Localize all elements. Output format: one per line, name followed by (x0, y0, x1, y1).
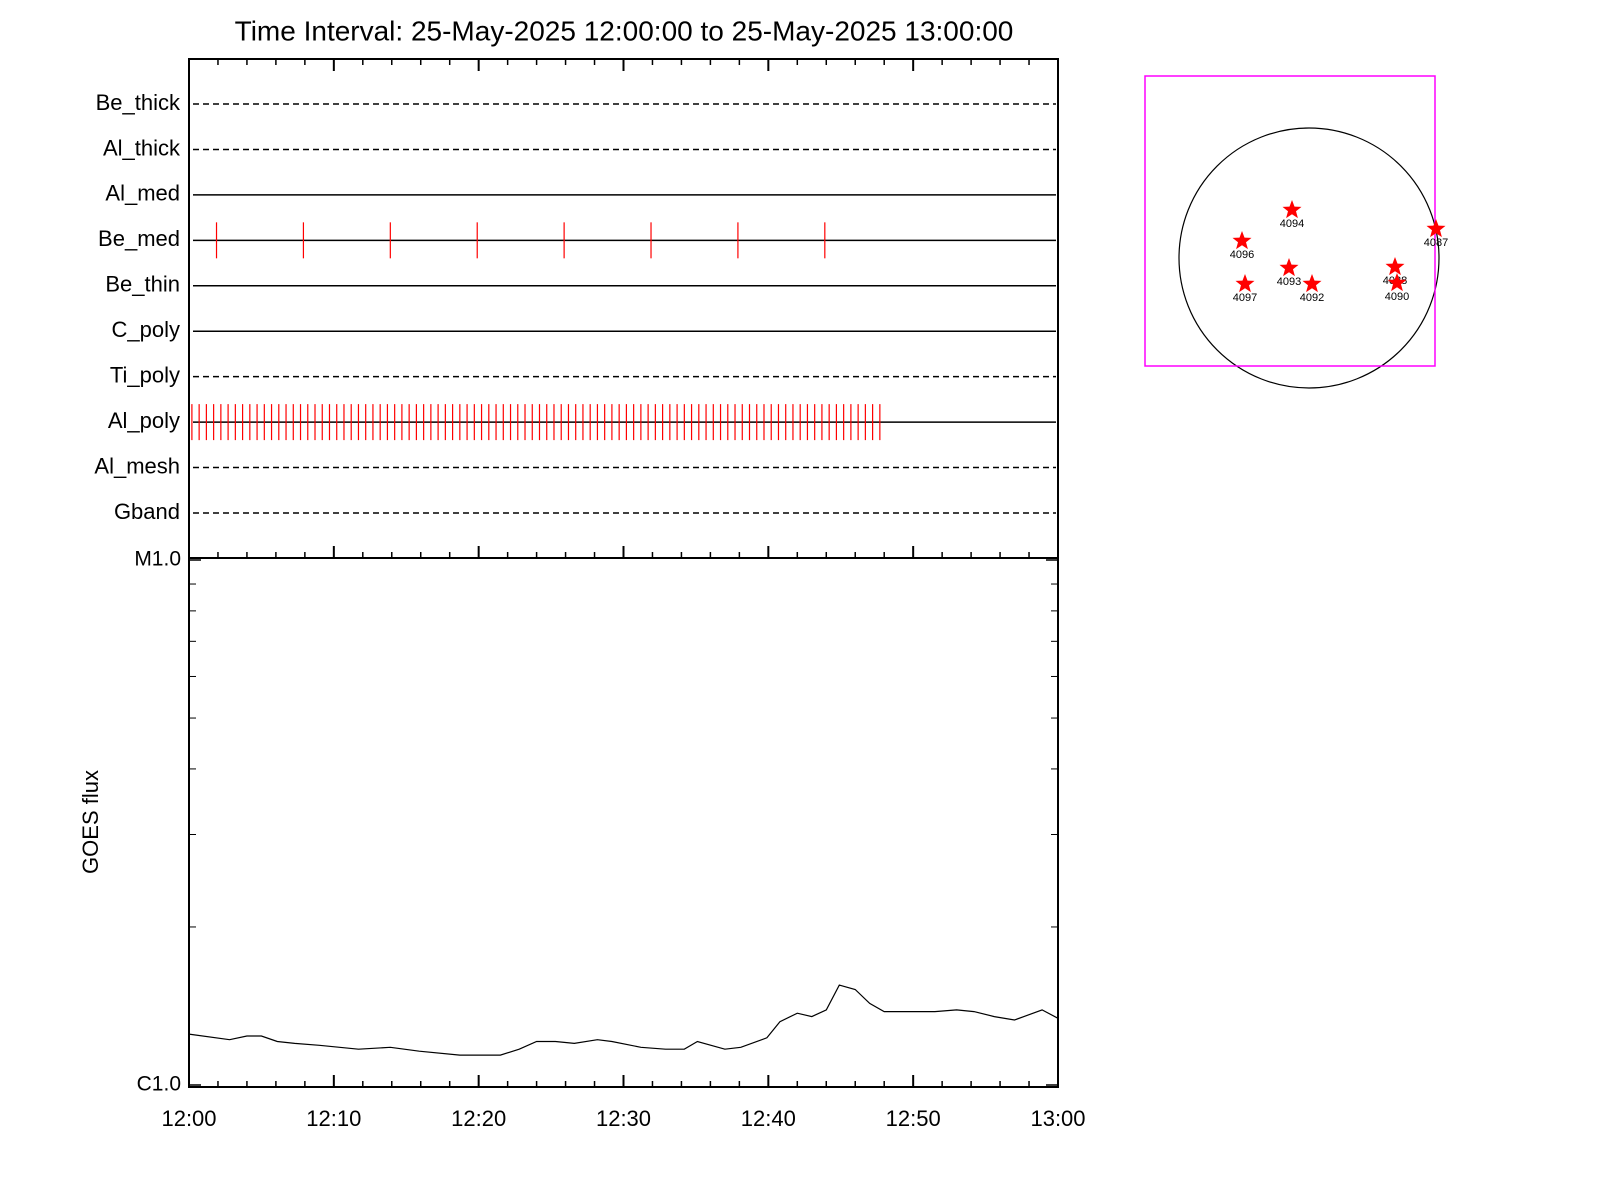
x-tick-label: 12:50 (886, 1106, 941, 1131)
row-label: C_poly (112, 317, 180, 342)
region-label: 4097 (1233, 292, 1257, 304)
x-tick-label: 12:30 (596, 1106, 651, 1131)
region-star (1302, 274, 1322, 293)
region-star (1279, 258, 1299, 277)
region-label: 4092 (1300, 292, 1324, 304)
x-tick-label: 12:40 (741, 1106, 796, 1131)
y-axis-label: GOES flux (78, 770, 103, 874)
region-star (1232, 231, 1252, 250)
region-star (1282, 200, 1302, 219)
flux-frame (188, 557, 1059, 1088)
map-frame (1144, 75, 1436, 367)
row-label: Al_poly (108, 408, 180, 433)
region-label: 4090 (1385, 291, 1409, 303)
x-tick-label: 12:00 (161, 1106, 216, 1131)
flux-line (188, 984, 1059, 1056)
region-star (1426, 219, 1446, 238)
y-tick-label: M1.0 (134, 548, 181, 571)
region-star (1387, 273, 1407, 292)
region-star (1235, 274, 1255, 293)
x-tick-label: 12:20 (451, 1106, 506, 1131)
region-star (1385, 257, 1405, 276)
region-label: 4096 (1230, 249, 1254, 261)
row-label: Al_thick (103, 135, 181, 160)
chart-title: Time Interval: 25-May-2025 12:00:00 to 2… (235, 15, 1014, 46)
row-label: Al_med (105, 181, 180, 206)
row-label: Ti_poly (110, 362, 180, 387)
y-tick-label: C1.0 (137, 1073, 181, 1096)
x-tick-label: 13:00 (1030, 1106, 1085, 1131)
region-label: 4087 (1424, 237, 1448, 249)
x-tick-label: 12:10 (306, 1106, 361, 1131)
region-label: 4093 (1277, 276, 1301, 288)
row-label: Al_mesh (94, 453, 180, 478)
row-label: Gband (114, 499, 180, 524)
region-label: 4094 (1280, 218, 1304, 230)
row-label: Be_thin (105, 272, 180, 297)
row-label: Be_thick (96, 90, 181, 115)
row-label: Be_med (98, 226, 180, 251)
timeline-frame (188, 58, 1059, 559)
solar-disk (1178, 127, 1440, 389)
